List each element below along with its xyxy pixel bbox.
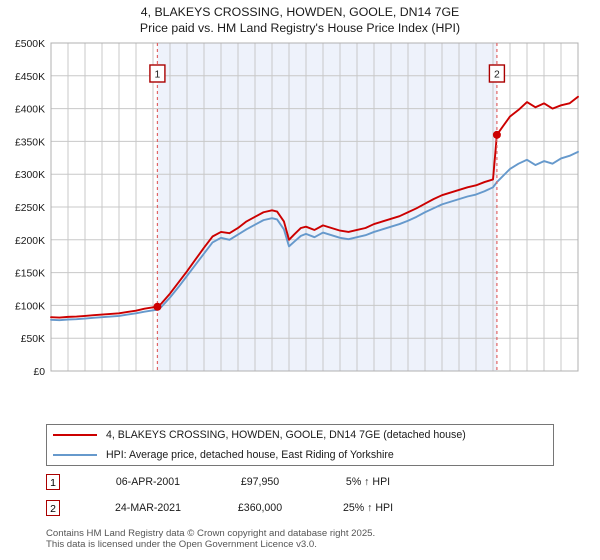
svg-text:£300K: £300K [15, 170, 45, 181]
transaction-badge-2: 2 [46, 500, 60, 516]
copyright-footer: Contains HM Land Registry data © Crown c… [46, 528, 586, 550]
table-row[interactable]: 2 24-MAR-2021 £360,000 25% ↑ HPI [46, 498, 466, 524]
svg-text:£450K: £450K [15, 72, 45, 83]
transaction-price-2: £360,000 [237, 502, 283, 514]
chart-series-lines [50, 95, 579, 322]
transaction-badge-1: 1 [46, 474, 60, 490]
plot-border [50, 42, 579, 372]
svg-text:£200K: £200K [15, 236, 45, 247]
svg-text:£150K: £150K [15, 269, 45, 280]
svg-text:£50K: £50K [21, 334, 45, 345]
footer-line-copyright: Contains HM Land Registry data © Crown c… [46, 528, 376, 539]
chart-plot-area: £0 £50K £100K £150K £200K £250K £300K £350K £400… [0, 36, 600, 376]
legend-swatch-hpi [53, 454, 97, 456]
legend-label-hpi: HPI: Average price, detached house, East… [106, 449, 394, 461]
transaction-hpi-delta-1: 5% ↑ HPI [345, 476, 391, 488]
transaction-hpi-delta-2: 25% ↑ HPI [342, 502, 394, 514]
svg-text:£500K: £500K [15, 39, 45, 50]
transaction-date-1: 06-APR-2001 [115, 476, 181, 488]
page-title: 4, BLAKEYS CROSSING, HOWDEN, GOOLE, DN14… [0, 4, 600, 36]
transaction-date-2: 24-MAR-2021 [115, 502, 181, 514]
footer-line-licence: This data is licensed under the Open Gov… [46, 539, 317, 550]
svg-text:£100K: £100K [15, 301, 45, 312]
svg-text:£350K: £350K [15, 137, 45, 148]
svg-text:2: 2 [494, 70, 500, 81]
legend-item-property: 4, BLAKEYS CROSSING, HOWDEN, GOOLE, DN14… [47, 425, 553, 445]
y-axis-tick-labels: £0 £50K £100K £150K £200K £250K £300K £350K £400… [15, 39, 45, 376]
svg-text:£400K: £400K [15, 105, 45, 116]
svg-text:£0: £0 [33, 367, 45, 376]
transaction-table: 1 06-APR-2001 £97,950 5% ↑ HPI 2 24-MAR-… [46, 472, 466, 524]
price-history-chart: £0 £50K £100K £150K £200K £250K £300K £350K £400… [15, 39, 579, 376]
legend-item-hpi: HPI: Average price, detached house, East… [47, 445, 553, 465]
title-line-subtitle: Price paid vs. HM Land Registry's House … [139, 21, 461, 35]
legend-swatch-property [53, 434, 97, 436]
title-line-address: 4, BLAKEYS CROSSING, HOWDEN, GOOLE, DN14… [140, 5, 460, 19]
svg-text:£250K: £250K [15, 203, 45, 214]
chart-legend: 4, BLAKEYS CROSSING, HOWDEN, GOOLE, DN14… [46, 424, 554, 466]
transaction-price-1: £97,950 [240, 476, 280, 488]
svg-text:1: 1 [155, 70, 161, 81]
legend-label-property: 4, BLAKEYS CROSSING, HOWDEN, GOOLE, DN14… [106, 429, 466, 441]
table-row[interactable]: 1 06-APR-2001 £97,950 5% ↑ HPI [46, 472, 466, 498]
